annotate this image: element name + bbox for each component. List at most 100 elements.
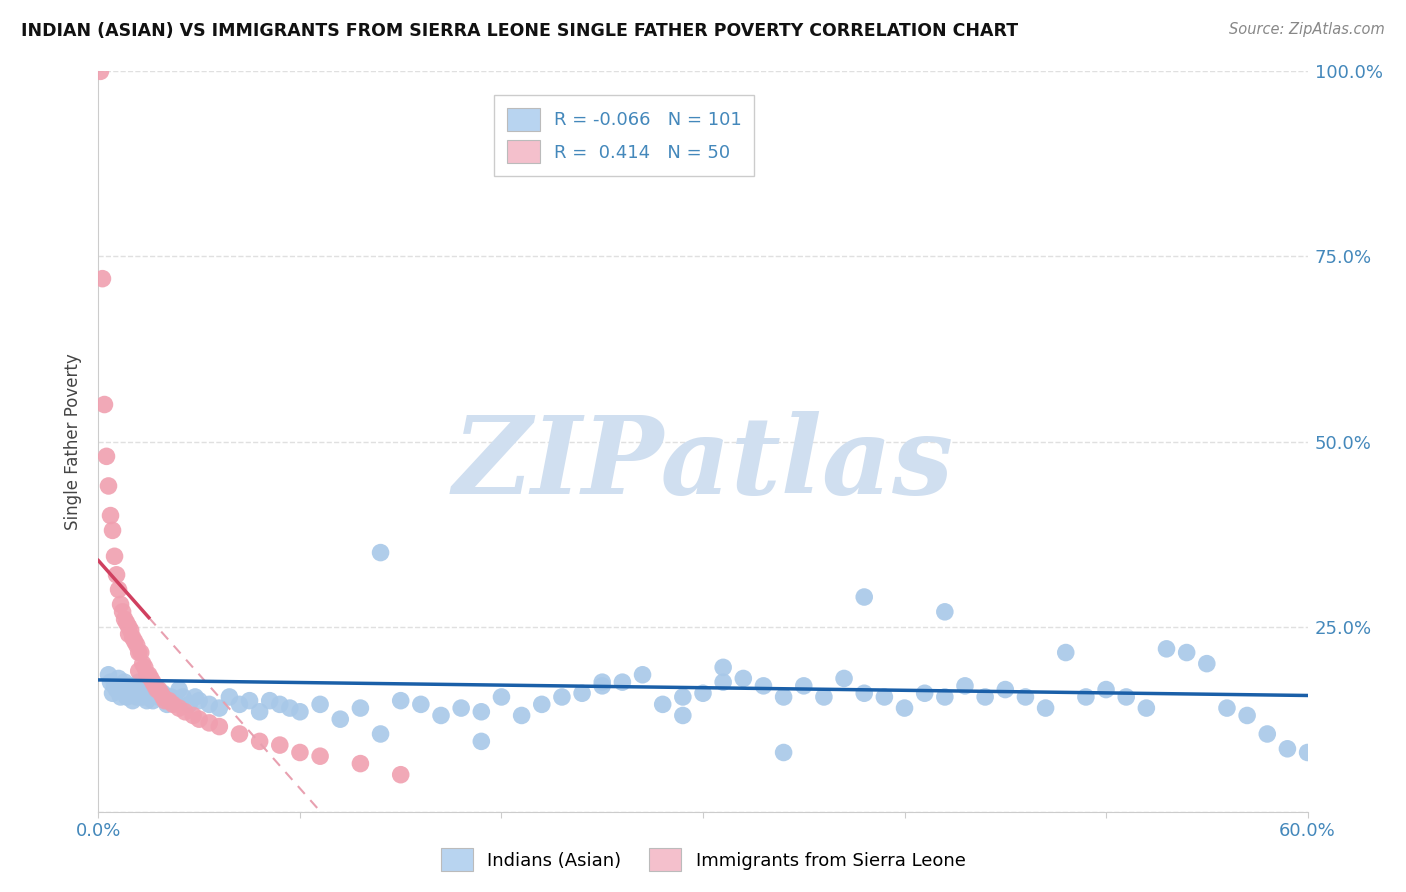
Point bbox=[138, 667, 160, 681]
Point bbox=[110, 690, 132, 704]
Point bbox=[152, 686, 174, 700]
Point bbox=[118, 619, 141, 633]
Point bbox=[269, 738, 291, 752]
Point bbox=[1296, 746, 1319, 760]
Point bbox=[752, 679, 775, 693]
Point bbox=[198, 698, 221, 712]
Point bbox=[125, 638, 148, 652]
Point bbox=[813, 690, 835, 704]
Point bbox=[612, 675, 634, 690]
Point bbox=[430, 708, 453, 723]
Point bbox=[156, 698, 179, 712]
Point bbox=[93, 398, 115, 412]
Point bbox=[188, 694, 211, 708]
Point bbox=[672, 690, 695, 704]
Point bbox=[143, 682, 166, 697]
Point bbox=[259, 694, 281, 708]
Point bbox=[128, 675, 150, 690]
Point bbox=[934, 690, 956, 704]
Point bbox=[370, 546, 392, 560]
Point bbox=[132, 690, 155, 704]
Point bbox=[1195, 657, 1218, 671]
Point bbox=[129, 686, 152, 700]
Point bbox=[832, 672, 855, 686]
Point bbox=[288, 746, 311, 760]
Point bbox=[994, 682, 1017, 697]
Point bbox=[149, 686, 172, 700]
Point bbox=[107, 672, 129, 686]
Point bbox=[651, 698, 673, 712]
Point bbox=[914, 686, 936, 700]
Point bbox=[105, 567, 128, 582]
Point bbox=[470, 734, 492, 748]
Point bbox=[167, 682, 190, 697]
Point bbox=[110, 598, 132, 612]
Point bbox=[389, 767, 412, 781]
Point bbox=[631, 667, 654, 681]
Point bbox=[134, 660, 156, 674]
Point bbox=[146, 682, 169, 697]
Point bbox=[491, 690, 513, 704]
Point bbox=[97, 479, 120, 493]
Point bbox=[105, 682, 128, 697]
Point bbox=[139, 672, 162, 686]
Point bbox=[1156, 641, 1178, 656]
Point bbox=[510, 708, 533, 723]
Point bbox=[249, 734, 271, 748]
Point bbox=[934, 605, 956, 619]
Text: Source: ZipAtlas.com: Source: ZipAtlas.com bbox=[1229, 22, 1385, 37]
Point bbox=[118, 627, 141, 641]
Point bbox=[571, 686, 593, 700]
Point bbox=[239, 694, 262, 708]
Point bbox=[129, 646, 152, 660]
Point bbox=[1095, 682, 1118, 697]
Point bbox=[128, 646, 150, 660]
Point bbox=[1115, 690, 1137, 704]
Legend: R = -0.066   N = 101, R =  0.414   N = 50: R = -0.066 N = 101, R = 0.414 N = 50 bbox=[495, 95, 755, 176]
Point bbox=[198, 715, 221, 730]
Point bbox=[349, 701, 371, 715]
Point bbox=[228, 698, 250, 712]
Point bbox=[711, 675, 734, 690]
Point bbox=[125, 690, 148, 704]
Point bbox=[103, 549, 125, 564]
Text: INDIAN (ASIAN) VS IMMIGRANTS FROM SIERRA LEONE SINGLE FATHER POVERTY CORRELATION: INDIAN (ASIAN) VS IMMIGRANTS FROM SIERRA… bbox=[21, 22, 1018, 40]
Point bbox=[470, 705, 492, 719]
Point bbox=[591, 679, 613, 693]
Point bbox=[1014, 690, 1036, 704]
Point bbox=[450, 701, 472, 715]
Point bbox=[124, 682, 146, 697]
Point bbox=[114, 612, 136, 626]
Point bbox=[1054, 646, 1077, 660]
Point bbox=[551, 690, 574, 704]
Point bbox=[288, 705, 311, 719]
Point bbox=[162, 698, 184, 712]
Point bbox=[100, 675, 122, 690]
Point bbox=[184, 690, 207, 704]
Point bbox=[163, 694, 186, 708]
Point bbox=[121, 694, 143, 708]
Point bbox=[128, 664, 150, 678]
Point bbox=[1035, 701, 1057, 715]
Point bbox=[121, 631, 143, 645]
Point bbox=[1277, 741, 1299, 756]
Point bbox=[1135, 701, 1157, 715]
Point bbox=[591, 675, 613, 690]
Point bbox=[692, 686, 714, 700]
Point bbox=[111, 682, 134, 697]
Point bbox=[873, 690, 896, 704]
Point bbox=[167, 701, 190, 715]
Point bbox=[153, 694, 176, 708]
Point bbox=[157, 694, 180, 708]
Point bbox=[103, 679, 125, 693]
Point bbox=[101, 524, 124, 538]
Point bbox=[107, 582, 129, 597]
Point bbox=[115, 690, 138, 704]
Point bbox=[135, 667, 157, 681]
Y-axis label: Single Father Poverty: Single Father Poverty bbox=[65, 353, 83, 530]
Point bbox=[160, 690, 183, 704]
Point bbox=[120, 686, 142, 700]
Point bbox=[96, 450, 118, 464]
Point bbox=[152, 690, 174, 704]
Point bbox=[114, 675, 136, 690]
